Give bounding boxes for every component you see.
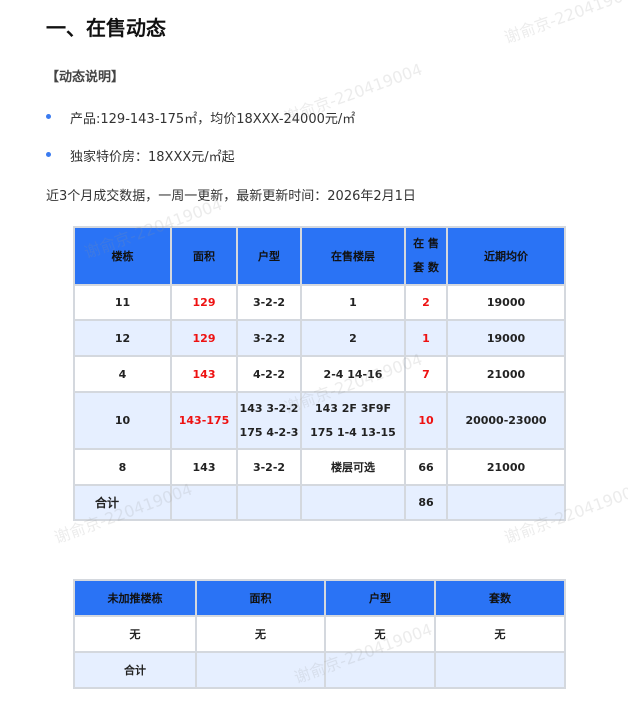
units-cell: 2 [404, 284, 448, 321]
building-cell: 12 [73, 319, 172, 357]
table-cell [300, 484, 406, 521]
table-cell: 无 [324, 615, 436, 653]
column-header: 楼栋 [73, 226, 172, 286]
line: 175 1-4 13-15 [310, 425, 396, 439]
table-cell: 无 [73, 615, 197, 653]
table-row: 无无无无 [73, 615, 566, 653]
building-cell: 4 [73, 355, 172, 393]
price-cell: 21000 [446, 448, 566, 486]
units-cell: 7 [404, 355, 448, 393]
table-row: 4 143 4-2-2 2-4 14-16 7 21000 [73, 355, 566, 393]
line: 175 4-2-3 [239, 425, 299, 439]
line: 143 3-2-2 [239, 401, 299, 415]
column-header: 未加推楼栋 [73, 579, 197, 617]
price-cell: 21000 [446, 355, 566, 393]
layout-cell: 3-2-2 [236, 319, 302, 357]
total-row: 合计 [73, 651, 566, 689]
table-cell [434, 651, 566, 689]
column-header: 户型 [324, 579, 436, 617]
units-cell: 1 [404, 319, 448, 357]
line: 143 2F 3F9F [314, 401, 392, 415]
total-label: 合计 [73, 484, 172, 521]
column-header: 在 售 套 数 [404, 226, 448, 286]
area-cell: 129 [170, 319, 238, 357]
table-cell [195, 651, 326, 689]
layout-cell: 4-2-2 [236, 355, 302, 393]
layout-cell: 143 3-2-2 175 4-2-3 [236, 391, 302, 450]
area-cell: 129 [170, 284, 238, 321]
table-row: 11 129 3-2-2 1 2 19000 [73, 284, 566, 321]
watermark: 谢俞京-220419004 [501, 0, 628, 48]
table-cell: 无 [195, 615, 326, 653]
column-header: 套数 [434, 579, 566, 617]
update-text: 近3个月成交数据，一周一更新，最新更新时间：2026年2月1日 [46, 189, 416, 204]
table-row: 12 129 3-2-2 2 1 19000 [73, 319, 566, 357]
table-row: 8 143 3-2-2 楼层可选 66 21000 [73, 448, 566, 486]
column-header: 在售楼层 [300, 226, 406, 286]
layout-cell: 3-2-2 [236, 284, 302, 321]
units-cell: 66 [404, 448, 448, 486]
units-cell: 10 [404, 391, 448, 450]
note-label: 【动态说明】 [46, 70, 125, 85]
table-cell: 无 [434, 615, 566, 653]
column-header: 户型 [236, 226, 302, 286]
area-cell: 143 [170, 355, 238, 393]
floors-cell: 143 2F 3F9F 175 1-4 13-15 [300, 391, 406, 450]
floors-cell: 楼层可选 [300, 448, 406, 486]
area-cell: 143-175 [170, 391, 238, 450]
floors-cell: 2-4 14-16 [300, 355, 406, 393]
total-units: 86 [404, 484, 448, 521]
table-header-row: 楼栋 面积 户型 在售楼层在 售 套 数近期均价 [73, 226, 566, 286]
floors-cell: 1 [300, 284, 406, 321]
table-cell [446, 484, 566, 521]
page-title: 一、在售动态 [46, 16, 166, 40]
table-cell [170, 484, 238, 521]
column-header: 近期均价 [446, 226, 566, 286]
bullet-icon [46, 114, 51, 119]
total-label: 合计 [73, 651, 197, 689]
area-cell: 143 [170, 448, 238, 486]
price-cell: 20000-23000 [446, 391, 566, 450]
building-cell: 10 [73, 391, 172, 450]
table-cell [236, 484, 302, 521]
column-header: 面积 [195, 579, 326, 617]
building-cell: 8 [73, 448, 172, 486]
layout-cell: 3-2-2 [236, 448, 302, 486]
sale-table: 楼栋 面积 户型 在售楼层在 售 套 数近期均价 11 129 3-2-2 1 2 19000 12… [73, 226, 566, 521]
table-row: 10 143-175 143 3-2-2 175 4-2-3 143 2F 3F9F 17… [73, 391, 566, 450]
floors-cell: 2 [300, 319, 406, 357]
table-header-row: 未加推楼栋 面积 户型 套数 [73, 579, 566, 617]
total-row: 合计 86 [73, 484, 566, 521]
column-header: 面积 [170, 226, 238, 286]
building-cell: 11 [73, 284, 172, 321]
table-cell [324, 651, 436, 689]
price-cell: 19000 [446, 284, 566, 321]
unlisted-table: 未加推楼栋 面积 户型 套数无无无无合计 [73, 579, 566, 689]
price-cell: 19000 [446, 319, 566, 357]
bullet-icon [46, 152, 51, 157]
